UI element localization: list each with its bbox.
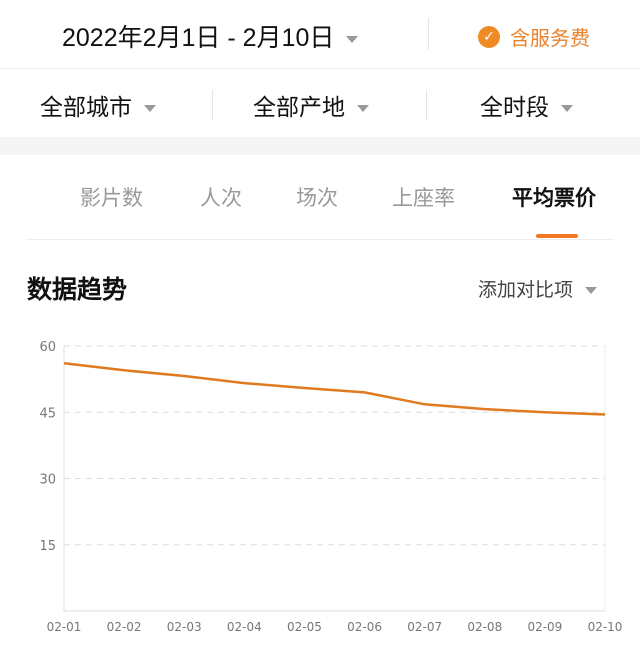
- service-fee-label: 含服务费: [510, 26, 590, 50]
- date-range-select[interactable]: 2022年2月1日 - 2月10日: [62, 18, 359, 54]
- trend-chart: 15 30 45 60 02-01 02-02 02-03 02-04 02-05 02-06 02…: [39, 340, 623, 634]
- tab-admissions[interactable]: 人次: [200, 186, 242, 210]
- check-circle-icon: ✓: [478, 25, 500, 48]
- x-tick-label: 02-10: [588, 620, 623, 634]
- dropdown-arrow-icon: [561, 105, 573, 112]
- y-tick-label: 30: [39, 473, 56, 488]
- x-tick-label: 02-07: [407, 620, 442, 634]
- city-filter[interactable]: 全部城市: [40, 88, 156, 122]
- time-filter-label: 全时段: [480, 95, 549, 121]
- dropdown-arrow-icon: [585, 287, 598, 294]
- x-tick-label: 02-08: [467, 620, 502, 634]
- active-tab-indicator: [536, 234, 578, 238]
- x-tick-label: 02-03: [167, 620, 202, 634]
- dropdown-arrow-icon: [346, 35, 359, 43]
- y-tick-label: 60: [39, 340, 56, 355]
- divider: [428, 18, 429, 50]
- x-tick-label: 02-01: [47, 620, 82, 634]
- x-tick-label: 02-02: [107, 620, 142, 634]
- divider: [0, 68, 640, 69]
- divider: [212, 90, 213, 120]
- time-filter[interactable]: 全时段: [480, 88, 573, 122]
- origin-filter[interactable]: 全部产地: [253, 88, 369, 122]
- dropdown-arrow-icon: [144, 105, 156, 112]
- section-title: 数据趋势: [27, 275, 128, 304]
- service-fee-toggle[interactable]: ✓ 含服务费: [478, 22, 590, 51]
- y-tick-label: 45: [39, 406, 56, 421]
- header-bar: 2022年2月1日 - 2月10日 ✓ 含服务费: [0, 0, 640, 68]
- series-line: [63, 361, 606, 416]
- add-compare-button[interactable]: 添加对比项: [478, 275, 598, 302]
- tab-avg-price[interactable]: 平均票价: [512, 186, 596, 210]
- tab-occupancy[interactable]: 上座率: [392, 186, 455, 210]
- x-tick-label: 02-04: [227, 620, 262, 634]
- origin-filter-label: 全部产地: [253, 95, 345, 121]
- city-filter-label: 全部城市: [40, 95, 132, 121]
- date-range-label: 2022年2月1日 - 2月10日: [62, 24, 335, 52]
- divider: [26, 239, 614, 240]
- x-tick-label: 02-09: [527, 620, 562, 634]
- tab-shows[interactable]: 场次: [296, 186, 338, 210]
- section-gap: [0, 137, 640, 155]
- x-tick-label: 02-05: [287, 620, 322, 634]
- tab-films[interactable]: 影片数: [80, 186, 143, 210]
- divider: [426, 90, 427, 120]
- x-tick-label: 02-06: [347, 620, 382, 634]
- dropdown-arrow-icon: [357, 105, 369, 112]
- add-compare-label: 添加对比项: [478, 279, 574, 301]
- y-tick-label: 15: [39, 539, 56, 554]
